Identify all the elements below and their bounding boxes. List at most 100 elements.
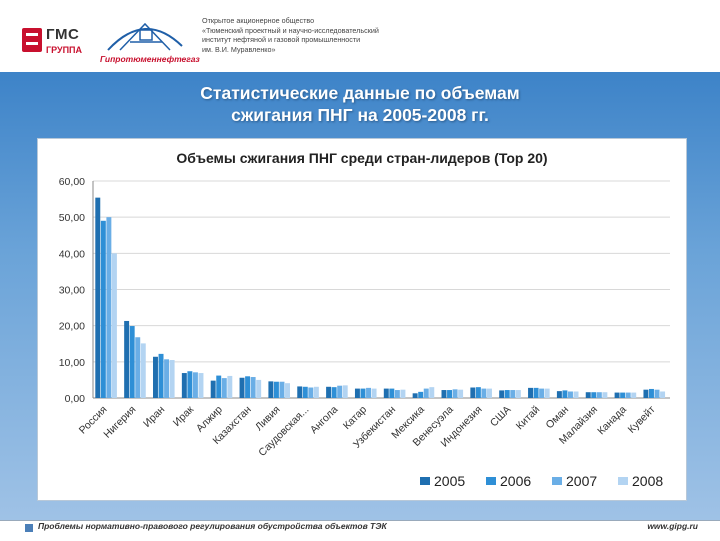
y-tick-label: 20,00	[59, 321, 85, 333]
legend-swatch	[618, 477, 628, 485]
bar	[354, 388, 360, 398]
gms-logo-icon	[22, 28, 42, 52]
bar	[649, 388, 654, 398]
bar	[470, 387, 476, 398]
bar	[326, 386, 332, 398]
y-tick-label: 50,00	[59, 212, 85, 224]
bar	[124, 320, 130, 398]
gms-name: ГМС	[46, 26, 80, 43]
bar	[562, 390, 568, 398]
bar	[169, 360, 175, 398]
bar	[429, 387, 435, 398]
bar	[164, 359, 170, 398]
bar	[394, 390, 400, 398]
bar	[273, 381, 279, 398]
bar	[412, 393, 418, 398]
bar	[643, 389, 649, 398]
bar	[614, 392, 620, 398]
legend-label: 2008	[632, 473, 663, 489]
chart-title: Объемы сжигания ПНГ среди стран-лидеров …	[176, 150, 547, 166]
institute-line: «Тюменский проектный и научно-исследоват…	[202, 25, 379, 35]
gip-logo: Гипротюменнефтегаз	[100, 16, 200, 68]
bar	[539, 388, 545, 398]
bar	[198, 373, 204, 398]
y-tick-label: 30,00	[59, 285, 85, 297]
institute-text: Открытое акционерное общество «Тюменский…	[202, 16, 402, 54]
bar	[256, 379, 262, 398]
bar	[279, 381, 285, 398]
footer-url: www.gipg.ru	[647, 521, 698, 531]
bar	[544, 388, 550, 398]
bar	[342, 385, 348, 398]
legend-label: 2007	[566, 473, 597, 489]
bar	[297, 386, 303, 398]
chart-panel: Объемы сжигания ПНГ среди стран-лидеров …	[37, 138, 687, 501]
legend-label: 2005	[434, 473, 465, 489]
slide-title: Статистические данные по объемам сжигани…	[0, 82, 720, 126]
bar	[383, 388, 389, 398]
gms-logo: ГМС ГРУППА	[22, 24, 92, 62]
bar	[504, 390, 510, 398]
slide-title-line: сжигания ПНГ на 2005-2008 гг.	[231, 105, 489, 125]
gip-name: Гипротюменнефтегаз	[100, 54, 200, 64]
bar	[625, 392, 631, 398]
y-tick-label: 10,00	[59, 357, 85, 369]
slide-title-line: Статистические данные по объемам	[200, 83, 520, 103]
bar	[158, 353, 164, 398]
bar	[591, 392, 597, 398]
y-tick-label: 60,00	[59, 176, 85, 188]
bar	[129, 326, 135, 398]
bar	[221, 378, 227, 398]
bar	[585, 392, 591, 398]
bar	[423, 388, 429, 398]
x-tick-label: США	[488, 404, 514, 430]
bar	[481, 388, 487, 398]
bar	[654, 389, 660, 398]
bar	[331, 387, 337, 398]
bar	[210, 380, 216, 398]
bar	[389, 388, 395, 398]
legend-swatch	[486, 477, 496, 485]
bar	[245, 376, 251, 398]
x-tick-label: Ирак	[171, 403, 197, 429]
bar	[106, 217, 112, 398]
bar	[181, 373, 187, 398]
bar	[568, 391, 573, 398]
legend-swatch	[552, 477, 562, 485]
x-tick-label: Китай	[514, 404, 543, 433]
footer-text: Проблемы нормативно-правового регулирова…	[38, 521, 387, 531]
bar	[602, 392, 608, 398]
bar	[135, 337, 141, 398]
footer-arrow-icon	[25, 524, 33, 532]
bar	[337, 385, 343, 398]
institute-line: институт нефтяной и газовой промышленнос…	[202, 35, 361, 45]
x-tick-label: Иран	[141, 403, 167, 429]
legend-swatch	[420, 477, 430, 485]
bar	[631, 392, 637, 398]
bar	[620, 392, 626, 398]
bar	[100, 220, 106, 398]
bar	[216, 375, 222, 398]
bar	[441, 390, 447, 398]
bar	[510, 390, 516, 398]
bar	[227, 375, 233, 398]
bar	[95, 197, 101, 398]
bar	[111, 253, 117, 398]
bar	[660, 391, 666, 398]
bar	[239, 377, 245, 398]
institute-line: Открытое акционерное общество	[202, 16, 315, 25]
x-tick-label: Кувейт	[626, 404, 658, 436]
x-tick-label: Ангола	[308, 404, 341, 437]
bar	[360, 388, 366, 398]
bar	[313, 386, 319, 398]
bar	[475, 387, 481, 398]
institute-line: им. В.И. Муравленко»	[202, 44, 276, 54]
y-tick-label: 0,00	[65, 393, 86, 405]
bar	[487, 388, 492, 398]
bar	[452, 389, 458, 398]
bar	[447, 390, 453, 398]
bar	[400, 389, 406, 398]
gip-emblem-icon	[107, 22, 183, 51]
bar	[556, 391, 562, 398]
bar	[366, 387, 372, 398]
